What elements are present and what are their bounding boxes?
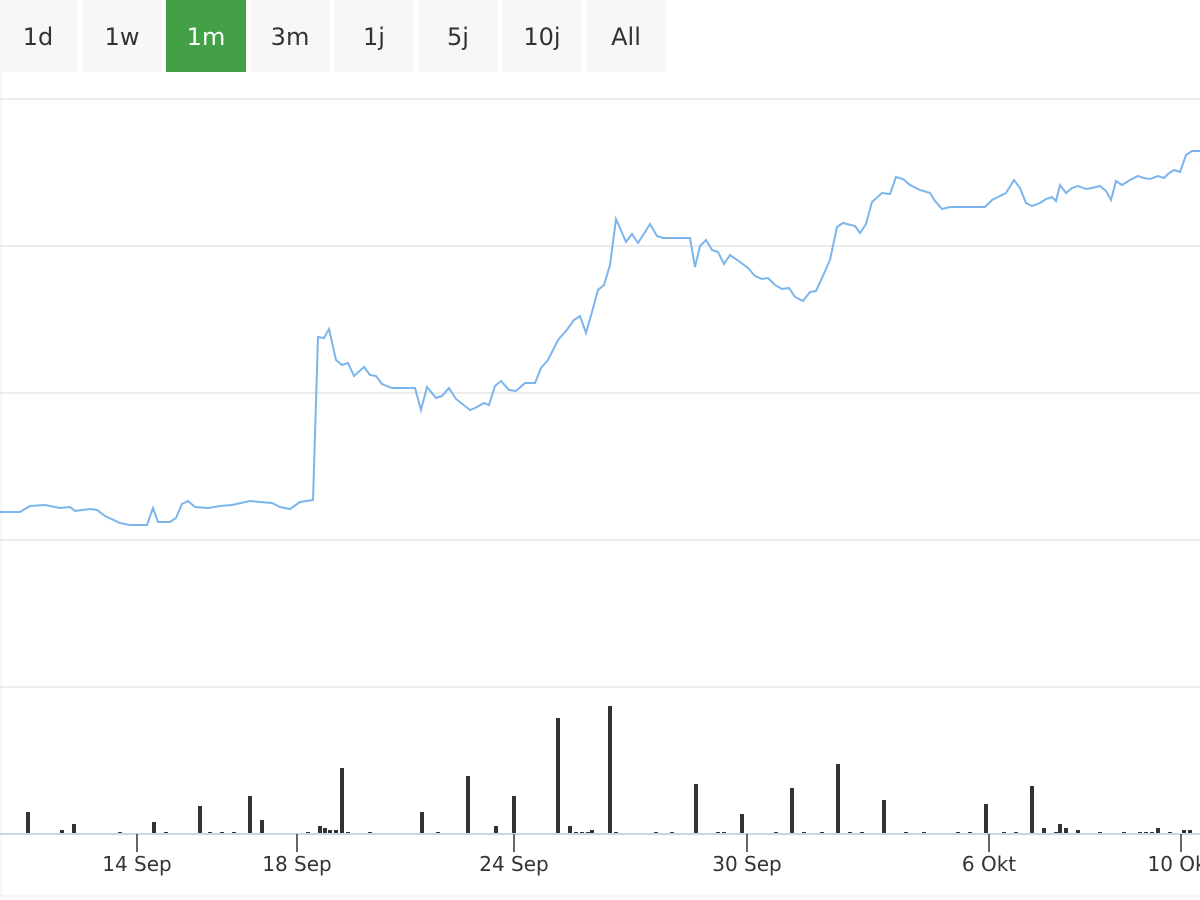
volume-bar	[260, 820, 264, 834]
volume-bar	[1188, 830, 1192, 834]
range-button-label[interactable]: All	[611, 23, 641, 51]
volume-bar	[334, 830, 338, 834]
volume-bar	[340, 768, 344, 834]
volume-bar	[790, 788, 794, 834]
range-button-label[interactable]: 1d	[23, 23, 54, 51]
volume-bar	[1076, 830, 1080, 834]
volume-bar	[1042, 828, 1046, 834]
price-line	[0, 150, 1200, 526]
range-button-label[interactable]: 10j	[523, 23, 560, 51]
range-button-label[interactable]: 1w	[105, 23, 140, 51]
volume-bar	[590, 830, 594, 834]
volume-bar	[494, 826, 498, 834]
volume-bar	[608, 706, 612, 834]
x-tick-label: 6 Okt	[962, 852, 1016, 876]
volume-bar	[984, 804, 988, 834]
volume-bar	[318, 826, 322, 834]
volume-bar	[1030, 786, 1034, 834]
volume-bar	[1058, 824, 1062, 834]
range-button-label[interactable]: 1j	[363, 23, 385, 51]
range-button[interactable]	[82, 0, 162, 72]
volume-bar	[198, 806, 202, 834]
range-button[interactable]	[166, 0, 246, 72]
x-tick-label: 14 Sep	[102, 852, 172, 876]
volume-bar	[556, 718, 560, 834]
x-tick-label: 10 Okt	[1148, 852, 1200, 876]
volume-bar	[466, 776, 470, 834]
volume-bar	[694, 784, 698, 834]
volume-bar	[512, 796, 516, 834]
volume-bar	[72, 824, 76, 834]
volume-bar	[328, 830, 332, 834]
volume-bar	[248, 796, 252, 834]
volume-bar	[882, 800, 886, 834]
range-button-label[interactable]: 3m	[271, 23, 310, 51]
volume-bar	[836, 764, 840, 834]
volume-bar	[323, 828, 327, 834]
range-button[interactable]	[586, 0, 666, 72]
range-button[interactable]	[502, 0, 582, 72]
volume-bar	[1182, 830, 1186, 834]
volume-bar	[740, 814, 744, 834]
volume-bar	[1156, 828, 1160, 834]
range-button[interactable]	[334, 0, 414, 72]
range-button[interactable]	[0, 0, 78, 72]
volume-bar	[152, 822, 156, 834]
volume-bar	[1064, 828, 1068, 834]
range-button[interactable]	[418, 0, 498, 72]
range-button-label[interactable]: 5j	[447, 23, 469, 51]
x-tick-label: 18 Sep	[262, 852, 332, 876]
volume-bar	[568, 826, 572, 834]
volume-bar	[60, 830, 64, 834]
range-button-label[interactable]: 1m	[187, 23, 226, 51]
x-tick-label: 24 Sep	[479, 852, 549, 876]
range-button[interactable]	[250, 0, 330, 72]
volume-bar	[420, 812, 424, 834]
x-tick-label: 30 Sep	[712, 852, 782, 876]
volume-bar	[26, 812, 30, 834]
